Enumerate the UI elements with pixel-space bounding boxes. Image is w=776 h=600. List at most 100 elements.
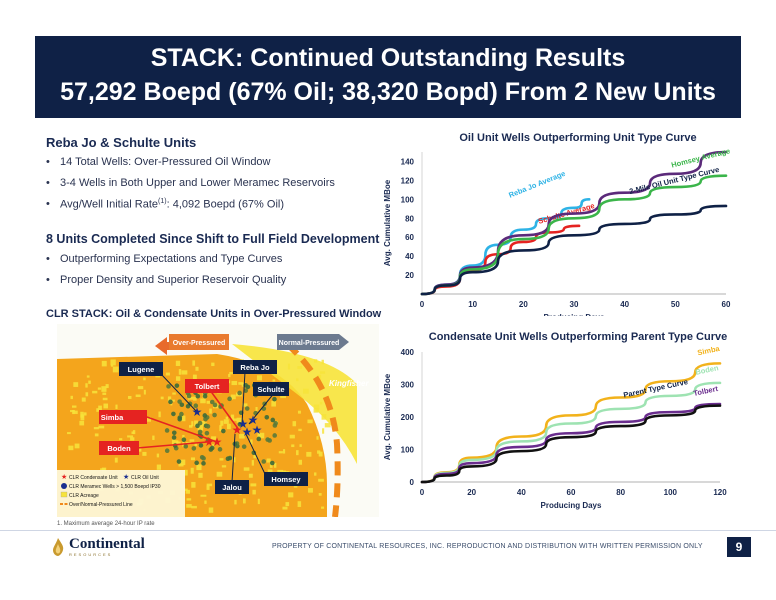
- acreage-tract: [194, 443, 197, 447]
- unit-label-jalou: Jalou: [215, 480, 249, 494]
- acreage-tract: [130, 437, 135, 441]
- stack-map: Over-Pressured Normal-Pressured Kingfish…: [57, 324, 379, 517]
- acreage-tract: [138, 446, 142, 452]
- bullet-item: 14 Total Wells: Over-Pressured Oil Windo…: [46, 156, 366, 168]
- acreage-tract: [318, 493, 322, 496]
- acreage-tract: [226, 423, 231, 430]
- acreage-tract: [297, 366, 303, 369]
- y-tick-label: 300: [401, 381, 415, 390]
- well-marker: [193, 403, 199, 409]
- bullet-list-reba-schulte: 14 Total Wells: Over-Pressured Oil Windo…: [46, 156, 366, 220]
- acreage-tract: [255, 406, 258, 411]
- acreage-tract: [67, 432, 71, 435]
- acreage-tract: [216, 471, 223, 477]
- y-tick-label: 400: [401, 348, 415, 357]
- well-marker: [166, 384, 171, 389]
- acreage-tract: [266, 458, 271, 463]
- well-marker: [225, 456, 231, 461]
- acreage-tract: [152, 435, 155, 440]
- acreage-tract: [101, 386, 107, 392]
- acreage-tract: [132, 430, 136, 435]
- condensate-unit-star-icon: ★: [61, 473, 67, 481]
- acreage-tract: [103, 403, 109, 409]
- footnote: 1. Maximum average 24-hour IP rate: [57, 521, 155, 527]
- well-marker: [194, 460, 199, 466]
- county-label: Kingfisher: [329, 379, 369, 388]
- acreage-region: [232, 344, 357, 464]
- acreage-tract: [195, 366, 199, 371]
- svg-text:Jalou: Jalou: [222, 483, 242, 492]
- well-marker: [212, 412, 217, 418]
- y-tick-label: 200: [401, 413, 415, 422]
- acreage-tract: [322, 428, 325, 434]
- acreage-tract: [178, 464, 184, 467]
- svg-text:Reba Jo: Reba Jo: [240, 363, 270, 372]
- acreage-tract: [175, 360, 181, 366]
- unit-label-lugene: Lugene: [119, 362, 163, 376]
- acreage-tract: [234, 499, 237, 505]
- oil-unit-star-icon: ★: [238, 417, 249, 431]
- acreage-tract: [307, 488, 313, 493]
- footnote-ref: (1): [158, 198, 167, 205]
- section-title-units: 8 Units Completed Since Shift to Full Fi…: [46, 232, 380, 246]
- well-marker: [171, 435, 177, 440]
- acreage-tract: [170, 399, 175, 402]
- unit-label-simba: Simba: [99, 410, 147, 424]
- acreage-tract: [176, 441, 181, 445]
- acreage-tract: [73, 382, 79, 387]
- acreage-tract: [83, 412, 87, 416]
- acreage-tract: [251, 460, 254, 466]
- well-marker: [174, 383, 180, 388]
- acreage-tract: [172, 392, 176, 395]
- acreage-tract: [127, 395, 132, 399]
- x-tick-label: 80: [616, 488, 625, 497]
- acreage-tract: [190, 467, 194, 474]
- acreage-tract: [193, 396, 197, 401]
- acreage-tract: [156, 453, 160, 458]
- well-marker: [201, 461, 206, 466]
- acreage-tract: [269, 462, 273, 468]
- acreage-tract: [257, 498, 260, 505]
- acreage-tract: [319, 371, 326, 374]
- acreage-tract: [175, 440, 179, 443]
- well-marker: [168, 399, 173, 405]
- bullet-item: 3-4 Wells in Both Upper and Lower Merame…: [46, 177, 366, 189]
- acreage-tract: [239, 433, 245, 439]
- acreage-tract: [319, 401, 323, 405]
- legend-pressure-line: Over/Normal-Pressured Line: [69, 502, 133, 508]
- acreage-tract: [221, 465, 227, 468]
- acreage-tract: [296, 378, 299, 382]
- acreage-tract: [171, 439, 176, 446]
- acreage-tract: [228, 380, 231, 384]
- y-axis-label: Avg. Cumulative MBoe: [383, 373, 392, 460]
- well-marker: [201, 456, 206, 461]
- acreage-tract: [299, 444, 302, 447]
- acreage-tract: [86, 375, 90, 378]
- well-marker: [269, 460, 275, 466]
- well-marker: [243, 388, 249, 393]
- well-marker: [209, 399, 215, 405]
- acreage-tract: [178, 369, 182, 375]
- acreage-tract: [105, 384, 109, 389]
- acreage-tract: [297, 410, 301, 414]
- acreage-tract: [156, 464, 162, 470]
- acreage-tract: [298, 459, 303, 465]
- well-marker: [198, 443, 204, 448]
- acreage-tract: [288, 492, 294, 498]
- unit-label-boden: Boden: [99, 441, 139, 455]
- condensate-unit-chart: 0 20 40 60 80 100 120 0 100 200 300 400 Producing Da…: [383, 344, 727, 510]
- acreage-tract: [175, 376, 181, 381]
- acreage-tract: [191, 505, 197, 509]
- acreage-tract: [228, 373, 231, 378]
- acreage-tract: [267, 469, 273, 472]
- acreage-tract: [206, 400, 210, 404]
- well-marker: [181, 437, 187, 443]
- unit-label-tolbert: Tolbert: [185, 379, 229, 393]
- svg-text:Lugene: Lugene: [128, 365, 155, 374]
- acreage-tract: [98, 425, 105, 429]
- acreage-tract: [253, 454, 257, 459]
- acreage-tract: [145, 416, 152, 422]
- well-marker: [195, 393, 201, 399]
- page-title: STACK: Continued Outstanding Results: [150, 44, 626, 72]
- well-marker: [171, 411, 176, 417]
